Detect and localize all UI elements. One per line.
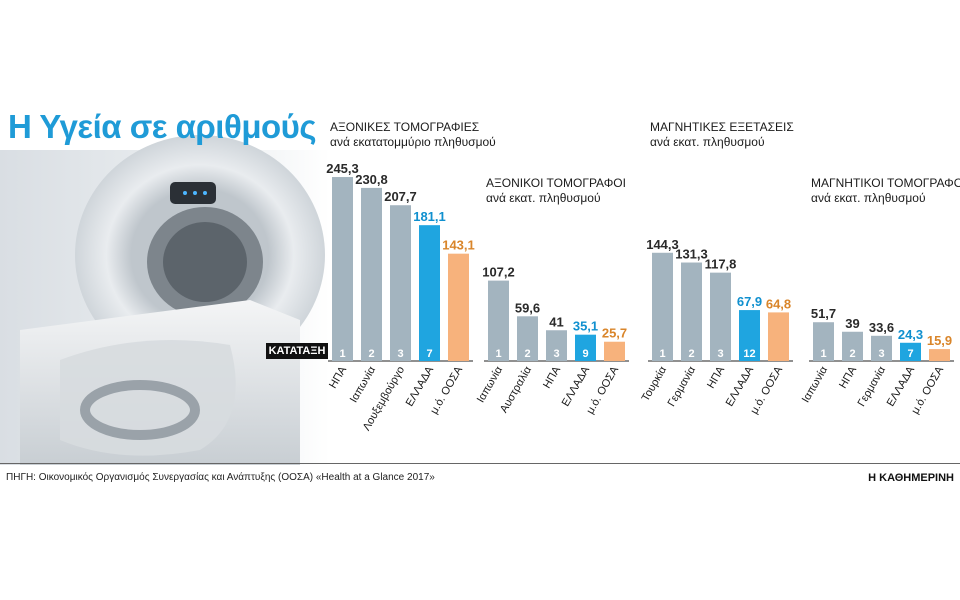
chart-3-category-label: Τουρκία <box>640 364 670 404</box>
chart-4-value-label: 24,3 <box>898 327 923 342</box>
chart-4-rank-label: 1 <box>820 348 826 360</box>
chart-3-bar <box>768 312 789 361</box>
chart-4-subtitle: ανά εκατ. πληθυσμού <box>811 191 926 205</box>
chart-4-rank-label: 2 <box>849 348 855 360</box>
chart-4-category-label: Γερμανία <box>856 364 889 409</box>
chart-3-value-label: 117,8 <box>705 257 737 272</box>
chart-2-bar <box>546 330 567 361</box>
chart-3-value-label: 67,9 <box>737 294 762 309</box>
footer-divider <box>0 463 960 464</box>
chart-2-subtitle: ανά εκατ. πληθυσμού <box>486 191 601 205</box>
chart-3-rank-label: 3 <box>717 348 723 360</box>
ct-scanner-illustration <box>0 135 330 465</box>
chart-1-subtitle: ανά εκατατομμύριο πληθυσμού <box>330 135 496 149</box>
chart-2-category-label: ΕΛΛΑΔΑ <box>560 364 593 409</box>
chart-2-value-label: 41 <box>549 314 563 329</box>
chart-3-bar <box>681 262 702 361</box>
chart-1-rank-label: 7 <box>426 348 432 360</box>
chart-1-category-label: Ιαπωνία <box>348 364 379 405</box>
chart-4-category-label: Ιαπωνία <box>800 364 831 405</box>
chart-2-bar <box>575 334 596 361</box>
chart-4-bar <box>871 335 892 361</box>
chart-4-value-label: 33,6 <box>869 320 894 335</box>
chart-1-rank-label: 2 <box>368 348 374 360</box>
chart-2-rank-label: 9 <box>582 348 588 360</box>
chart-3-bar <box>739 310 760 361</box>
chart-2-value-label: 107,2 <box>482 265 515 280</box>
chart-3-value-label: 131,3 <box>675 247 708 262</box>
chart-2-rank-label: 1 <box>495 348 501 360</box>
chart-4-bar <box>842 331 863 361</box>
chart-3-rank-label: 2 <box>688 348 694 360</box>
chart-2-category-label: Ιαπωνία <box>475 364 506 405</box>
chart-3-value-label: 64,8 <box>766 296 791 311</box>
chart-2-bar <box>604 341 625 361</box>
chart-4-title: ΜΑΓΝΗΤΙΚΟΙ ΤΟΜΟΓΡΑΦΟΙ <box>811 176 960 190</box>
chart-1-category-label: ΕΛΛΑΔΑ <box>404 364 437 409</box>
chart-2-value-label: 25,7 <box>602 326 627 341</box>
chart-1-bar <box>361 187 382 361</box>
chart-1-value-label: 230,8 <box>355 172 388 187</box>
chart-3-value-label: 144,3 <box>646 237 679 252</box>
chart-3-category-label: ΕΛΛΑΔΑ <box>724 364 757 409</box>
chart-1-value-label: 143,1 <box>442 238 475 253</box>
chart-1-bar <box>332 177 353 361</box>
rank-badge-label: ΚΑΤΑΤΑΞΗ <box>268 345 326 357</box>
chart-1-rank-label: 1 <box>339 348 345 360</box>
page-title: Η Υγεία σε αριθμούς <box>8 108 317 145</box>
chart-1-value-label: 207,7 <box>384 189 417 204</box>
chart-2-value-label: 59,6 <box>515 300 540 315</box>
chart-1-category-label: ΗΠΑ <box>327 364 349 391</box>
chart-3-category-label: ΗΠΑ <box>705 364 727 391</box>
chart-4-category-label: ΗΠΑ <box>837 364 859 391</box>
chart-3-rank-label: 1 <box>659 348 665 360</box>
chart-2-rank-label: 2 <box>524 348 530 360</box>
chart-2-bar <box>517 316 538 361</box>
chart-2-bar <box>488 280 509 361</box>
chart-1-bar <box>419 225 440 361</box>
chart-2-value-label: 35,1 <box>573 319 598 334</box>
chart-4-bar <box>900 342 921 361</box>
chart-1-bar <box>448 253 469 361</box>
chart-2-rank-label: 3 <box>553 348 559 360</box>
chart-1-title: ΑΞΟΝΙΚΕΣ ΤΟΜΟΓΡΑΦΙΕΣ <box>330 120 479 134</box>
chart-3-bar <box>710 272 731 361</box>
chart-4-value-label: 15,9 <box>927 333 952 348</box>
chart-3-bar <box>652 252 673 361</box>
chart-3-category-label: Γερμανία <box>666 364 699 409</box>
chart-3-subtitle: ανά εκατ. πληθυσμού <box>650 135 765 149</box>
chart-4-rank-label: 3 <box>878 348 884 360</box>
chart-1-value-label: 181,1 <box>413 209 446 224</box>
chart-4-bar <box>813 322 834 361</box>
chart-4-value-label: 39 <box>845 316 859 331</box>
chart-4-bar <box>929 349 950 361</box>
chart-3-title: ΜΑΓΝΗΤΙΚΕΣ ΕΞΕΤΑΣΕΙΣ <box>650 120 794 134</box>
chart-3-rank-label: 12 <box>743 348 755 360</box>
chart-4-rank-label: 7 <box>907 348 913 360</box>
rank-badge: ΚΑΤΑΤΑΞΗ <box>266 343 328 359</box>
chart-1-rank-label: 3 <box>397 348 403 360</box>
chart-2-title: ΑΞΟΝΙΚΟΙ ΤΟΜΟΓΡΑΦΟΙ <box>486 176 626 190</box>
chart-2-category-label: ΗΠΑ <box>541 364 563 391</box>
publisher-brand: Η ΚΑΘΗΜΕΡΙΝΗ <box>868 472 954 484</box>
chart-1-value-label: 245,3 <box>326 161 359 176</box>
source-note: ΠΗΓΗ: Οικονομικός Οργανισμός Συνεργασίας… <box>6 472 435 483</box>
chart-4-category-label: ΕΛΛΑΔΑ <box>885 364 918 409</box>
chart-1-bar <box>390 205 411 361</box>
chart-4-value-label: 51,7 <box>811 306 836 321</box>
